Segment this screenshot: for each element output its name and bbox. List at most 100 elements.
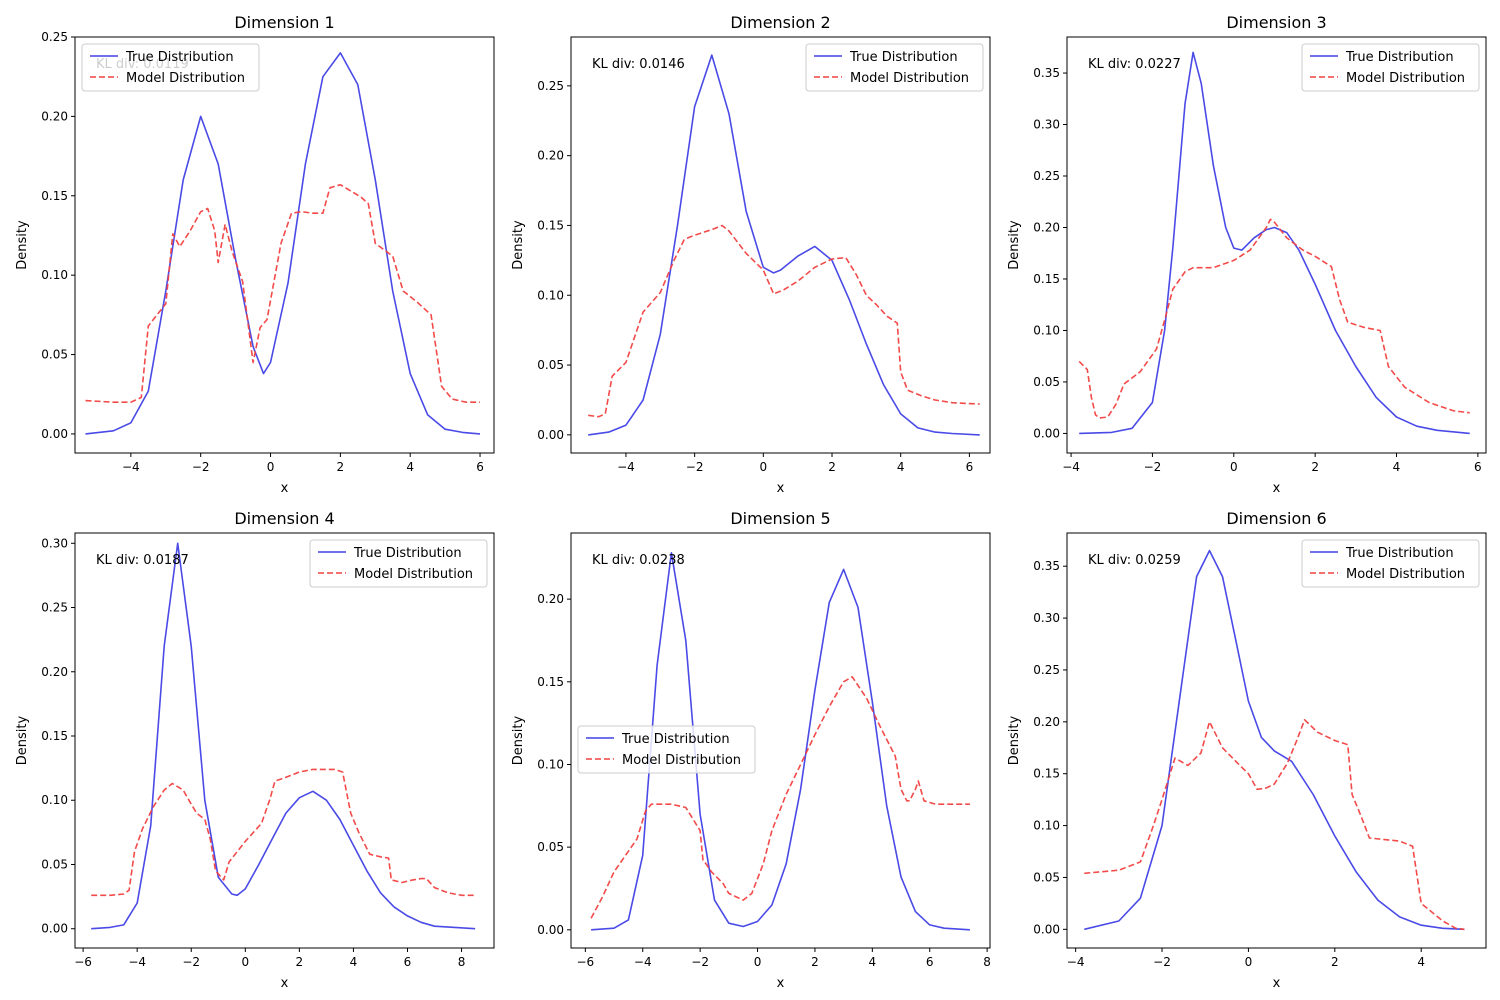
y-tick-label: 0.00 bbox=[537, 428, 564, 442]
true-distribution-line bbox=[1084, 549, 1465, 931]
subplot-title: Dimension 5 bbox=[730, 509, 830, 528]
legend-label: Model Distribution bbox=[354, 567, 473, 582]
series-group bbox=[85, 52, 481, 435]
x-tick-label: −2 bbox=[1153, 955, 1171, 969]
legend: True Distribution Model Distribution bbox=[1301, 539, 1480, 588]
x-tick-label: 0 bbox=[1245, 955, 1253, 969]
x-tick-label: 0 bbox=[1230, 460, 1238, 474]
y-tick-label: 0.30 bbox=[1033, 118, 1060, 132]
kl-divergence-text: KL div: 0.0238 bbox=[592, 553, 685, 568]
legend-label: Model Distribution bbox=[1346, 567, 1465, 582]
x-tick-label: −2 bbox=[192, 460, 210, 474]
x-tick-label: 2 bbox=[1311, 460, 1319, 474]
x-tick-label: −4 bbox=[1062, 460, 1080, 474]
x-axis-label: x bbox=[777, 481, 785, 496]
model-distribution-line bbox=[1084, 718, 1465, 931]
x-tick-label: 2 bbox=[337, 460, 345, 474]
y-tick-label: 0.10 bbox=[1033, 819, 1060, 833]
x-tick-label: 4 bbox=[869, 955, 877, 969]
subplot-4: −6 −4 −2 0 2 4 6 8 0.00 0.05 0.10 0.15 0.20 0.25 0.30 D… bbox=[15, 509, 495, 991]
true-distribution-line bbox=[85, 52, 481, 435]
y-tick-label: 0.05 bbox=[537, 840, 564, 854]
legend-label: True Distribution bbox=[353, 546, 462, 561]
legend-label: True Distribution bbox=[849, 50, 958, 65]
x-tick-label: −4 bbox=[1067, 955, 1085, 969]
y-tick-label: 0.10 bbox=[41, 268, 68, 282]
y-tick-label: 0.15 bbox=[41, 729, 68, 743]
x-tick-label: 0 bbox=[267, 460, 275, 474]
kl-divergence-text: KL div: 0.0187 bbox=[96, 553, 189, 568]
x-axis-label: x bbox=[281, 976, 289, 991]
y-tick-label: 0.35 bbox=[1033, 66, 1060, 80]
x-tick-label: 2 bbox=[828, 460, 836, 474]
model-distribution-line bbox=[91, 768, 476, 897]
axes-frame bbox=[570, 532, 991, 949]
axes-frame bbox=[74, 532, 495, 949]
y-tick-label: 0.15 bbox=[537, 675, 564, 689]
x-tick-label: 2 bbox=[296, 955, 304, 969]
axes-frame bbox=[1066, 36, 1487, 454]
x-tick-label: 4 bbox=[897, 460, 905, 474]
x-tick-label: 4 bbox=[350, 955, 358, 969]
true-distribution-line bbox=[591, 551, 970, 931]
axes-frame bbox=[1066, 532, 1487, 949]
subplot-3: −4 −2 0 2 4 6 0.00 0.05 0.10 0.15 0.20 0.25 0.30 0.35… bbox=[1007, 13, 1487, 496]
legend: True Distribution Model Distribution bbox=[309, 539, 488, 588]
y-tick-label: 0.30 bbox=[41, 536, 68, 550]
y-tick-label: 0.05 bbox=[1033, 375, 1060, 389]
model-distribution-line bbox=[1078, 218, 1470, 419]
y-tick-label: 0.25 bbox=[1033, 169, 1060, 183]
x-tick-label: −2 bbox=[686, 460, 704, 474]
x-tick-label: 6 bbox=[926, 955, 934, 969]
y-tick-label: 0.15 bbox=[1033, 767, 1060, 781]
legend-box bbox=[577, 725, 756, 774]
x-tick-label: 6 bbox=[966, 460, 974, 474]
y-axis-label: Density bbox=[15, 715, 30, 765]
x-tick-label: 2 bbox=[1331, 955, 1339, 969]
x-tick-label: −2 bbox=[182, 955, 200, 969]
y-tick-label: 0.25 bbox=[41, 30, 68, 44]
subplot-6: −4 −2 0 2 4 0.00 0.05 0.10 0.15 0.20 0.25 0.30 0.35 D… bbox=[1007, 509, 1487, 991]
y-tick-label: 0.10 bbox=[1033, 323, 1060, 337]
y-tick-label: 0.20 bbox=[537, 592, 564, 606]
subplot-5: −6 −4 −2 0 2 4 6 8 0.00 0.05 0.10 0.15 0.20 Dimension… bbox=[511, 509, 991, 991]
series-group bbox=[91, 542, 476, 930]
axes-frame bbox=[74, 36, 495, 454]
legend-box bbox=[309, 539, 488, 588]
legend-label: True Distribution bbox=[621, 732, 730, 747]
subplot-1: −4 −2 0 2 4 6 0.00 0.05 0.10 0.15 0.20 0.25 Dimensio… bbox=[15, 13, 495, 496]
y-tick-label: 0.25 bbox=[41, 601, 68, 615]
model-distribution-line bbox=[588, 224, 980, 418]
y-tick-label: 0.25 bbox=[1033, 663, 1060, 677]
x-tick-label: −2 bbox=[691, 955, 709, 969]
subplot-title: Dimension 3 bbox=[1226, 13, 1326, 32]
x-tick-label: 6 bbox=[404, 955, 412, 969]
y-axis-label: Density bbox=[511, 220, 526, 270]
axes-frame bbox=[570, 36, 991, 454]
y-tick-label: 0.10 bbox=[537, 288, 564, 302]
x-tick-label: 6 bbox=[1474, 460, 1482, 474]
legend-box bbox=[81, 43, 260, 92]
y-tick-label: 0.15 bbox=[537, 218, 564, 232]
subplot-title: Dimension 1 bbox=[234, 13, 334, 32]
y-tick-label: 0.00 bbox=[1033, 426, 1060, 440]
y-tick-label: 0.00 bbox=[41, 427, 68, 441]
y-tick-label: 0.20 bbox=[41, 665, 68, 679]
x-tick-label: 6 bbox=[476, 460, 484, 474]
y-tick-label: 0.05 bbox=[537, 358, 564, 372]
y-tick-label: 0.10 bbox=[537, 757, 564, 771]
kl-divergence-text: KL div: 0.0146 bbox=[592, 57, 685, 72]
x-tick-label: 4 bbox=[406, 460, 414, 474]
y-tick-label: 0.00 bbox=[1033, 922, 1060, 936]
true-distribution-line bbox=[91, 542, 476, 930]
legend-box bbox=[1301, 43, 1480, 92]
y-tick-label: 0.35 bbox=[1033, 559, 1060, 573]
x-tick-label: −4 bbox=[122, 460, 140, 474]
kl-divergence-text: KL div: 0.0259 bbox=[1088, 553, 1181, 568]
series-group bbox=[1084, 549, 1465, 931]
y-tick-label: 0.05 bbox=[41, 348, 68, 362]
x-axis-label: x bbox=[281, 481, 289, 496]
legend-label: Model Distribution bbox=[850, 71, 969, 86]
